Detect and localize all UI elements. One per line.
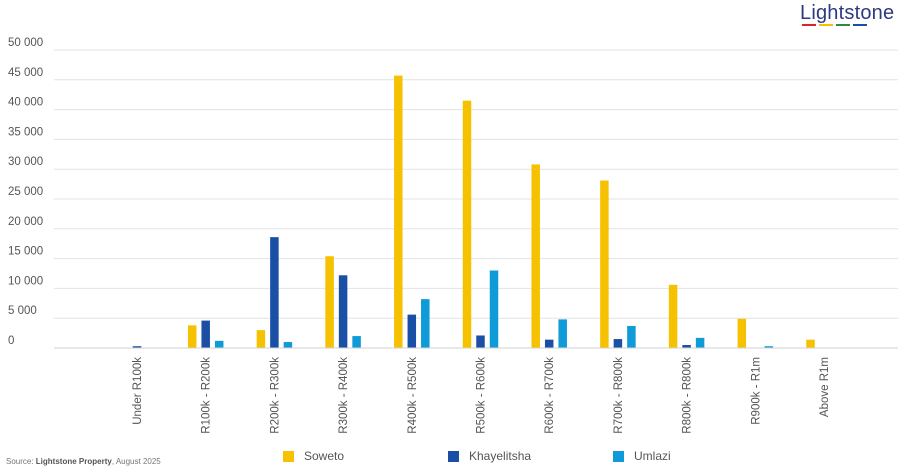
bar-soweto-1 xyxy=(187,325,197,348)
x-tick-label: R500k - R600k xyxy=(476,357,488,434)
y-tick-label: 15 000 xyxy=(8,246,43,258)
source-name: Lightstone Property xyxy=(35,457,112,466)
bar-umlazi-1 xyxy=(214,340,224,348)
logo-stripe xyxy=(819,24,833,26)
source-prefix: Source: xyxy=(6,457,36,466)
x-tick-label: Under R100k xyxy=(132,357,144,425)
x-tick-label: R900k - R1m xyxy=(750,357,762,425)
y-tick-label: 45 000 xyxy=(8,67,43,79)
x-axis-tick-labels: Under R100k R100k - R200k R200k - R300k R30… xyxy=(132,357,831,434)
legend-label: Soweto xyxy=(304,449,345,463)
y-tick-label: 35 000 xyxy=(8,126,43,138)
x-tick-label: R300k - R400k xyxy=(338,357,350,434)
x-tick-label: R600k - R700k xyxy=(544,357,556,434)
bar-umlazi-8 xyxy=(695,337,705,348)
y-tick-label: 20 000 xyxy=(8,216,43,228)
logo-text: Lightstone xyxy=(800,2,895,24)
bar-soweto-8 xyxy=(668,284,678,348)
legend-item-umlazi: Umlazi xyxy=(613,449,671,463)
x-tick-label: Above R1m xyxy=(819,357,831,417)
logo-stripes xyxy=(802,24,867,26)
logo-stripe xyxy=(853,24,867,26)
chart-legend: Soweto Khayelitsha Umlazi xyxy=(0,449,900,465)
y-axis-tick-labels: 0 5 000 10 000 15 000 20 000 25 000 30 000 35 0… xyxy=(8,37,43,347)
bar-soweto-7 xyxy=(600,180,609,348)
legend-item-khayelitsha: Khayelitsha xyxy=(448,449,531,463)
y-tick-label: 30 000 xyxy=(8,156,43,168)
bar-soweto-4 xyxy=(394,75,403,349)
legend-label: Umlazi xyxy=(634,449,671,463)
legend-label: Khayelitsha xyxy=(469,449,532,463)
x-tick-label: R700k - R800k xyxy=(613,357,625,434)
bar-umlazi-9 xyxy=(764,346,774,348)
gridlines xyxy=(54,49,898,319)
bars xyxy=(132,75,815,349)
source-note: Source: Lightstone Property, August 2025 xyxy=(6,457,161,466)
legend-swatch xyxy=(613,450,624,462)
bar-khayelitsha-7 xyxy=(613,339,623,348)
bar-umlazi-2 xyxy=(283,342,293,348)
bar-umlazi-6 xyxy=(558,319,567,348)
bar-khayelitsha-8 xyxy=(682,345,691,348)
source-suffix: , August 2025 xyxy=(111,457,161,466)
y-tick-label: 10 000 xyxy=(8,275,43,287)
logo-stripe xyxy=(836,24,850,26)
bar-umlazi-5 xyxy=(489,270,499,348)
bar-khayelitsha-4 xyxy=(407,314,417,348)
bar-umlazi-3 xyxy=(352,336,361,348)
bar-soweto-6 xyxy=(531,164,540,348)
x-tick-label: R100k - R200k xyxy=(201,357,213,434)
bar-umlazi-4 xyxy=(421,299,430,348)
x-tick-label: R200k - R300k xyxy=(269,357,281,434)
y-tick-label: 40 000 xyxy=(8,97,43,109)
lightstone-logo: Lightstone xyxy=(800,2,896,28)
bar-khayelitsha-3 xyxy=(338,275,348,348)
bar-soweto-3 xyxy=(325,256,334,348)
legend-item-soweto: Soweto xyxy=(283,449,344,463)
bar-khayelitsha-2 xyxy=(270,237,279,348)
bar-soweto-2 xyxy=(256,330,266,348)
y-tick-label: 5 000 xyxy=(8,305,37,317)
legend-swatch xyxy=(283,450,294,462)
bar-khayelitsha-1 xyxy=(201,320,210,348)
legend-swatch xyxy=(448,450,459,462)
bar-soweto-10 xyxy=(806,339,815,348)
x-tick-label: R800k - R800k xyxy=(682,357,694,434)
bar-khayelitsha-5 xyxy=(476,335,485,348)
y-tick-label: 25 000 xyxy=(8,186,43,198)
x-tick-label: R400k - R500k xyxy=(407,357,419,434)
y-tick-label: 50 000 xyxy=(8,37,43,49)
bar-soweto-5 xyxy=(462,100,472,348)
bar-khayelitsha-6 xyxy=(544,339,554,348)
bar-khayelitsha-0 xyxy=(132,346,142,348)
y-tick-label: 0 xyxy=(8,335,14,347)
bar-soweto-9 xyxy=(737,318,747,348)
logo-stripe xyxy=(802,24,816,26)
bar-umlazi-7 xyxy=(627,325,636,348)
